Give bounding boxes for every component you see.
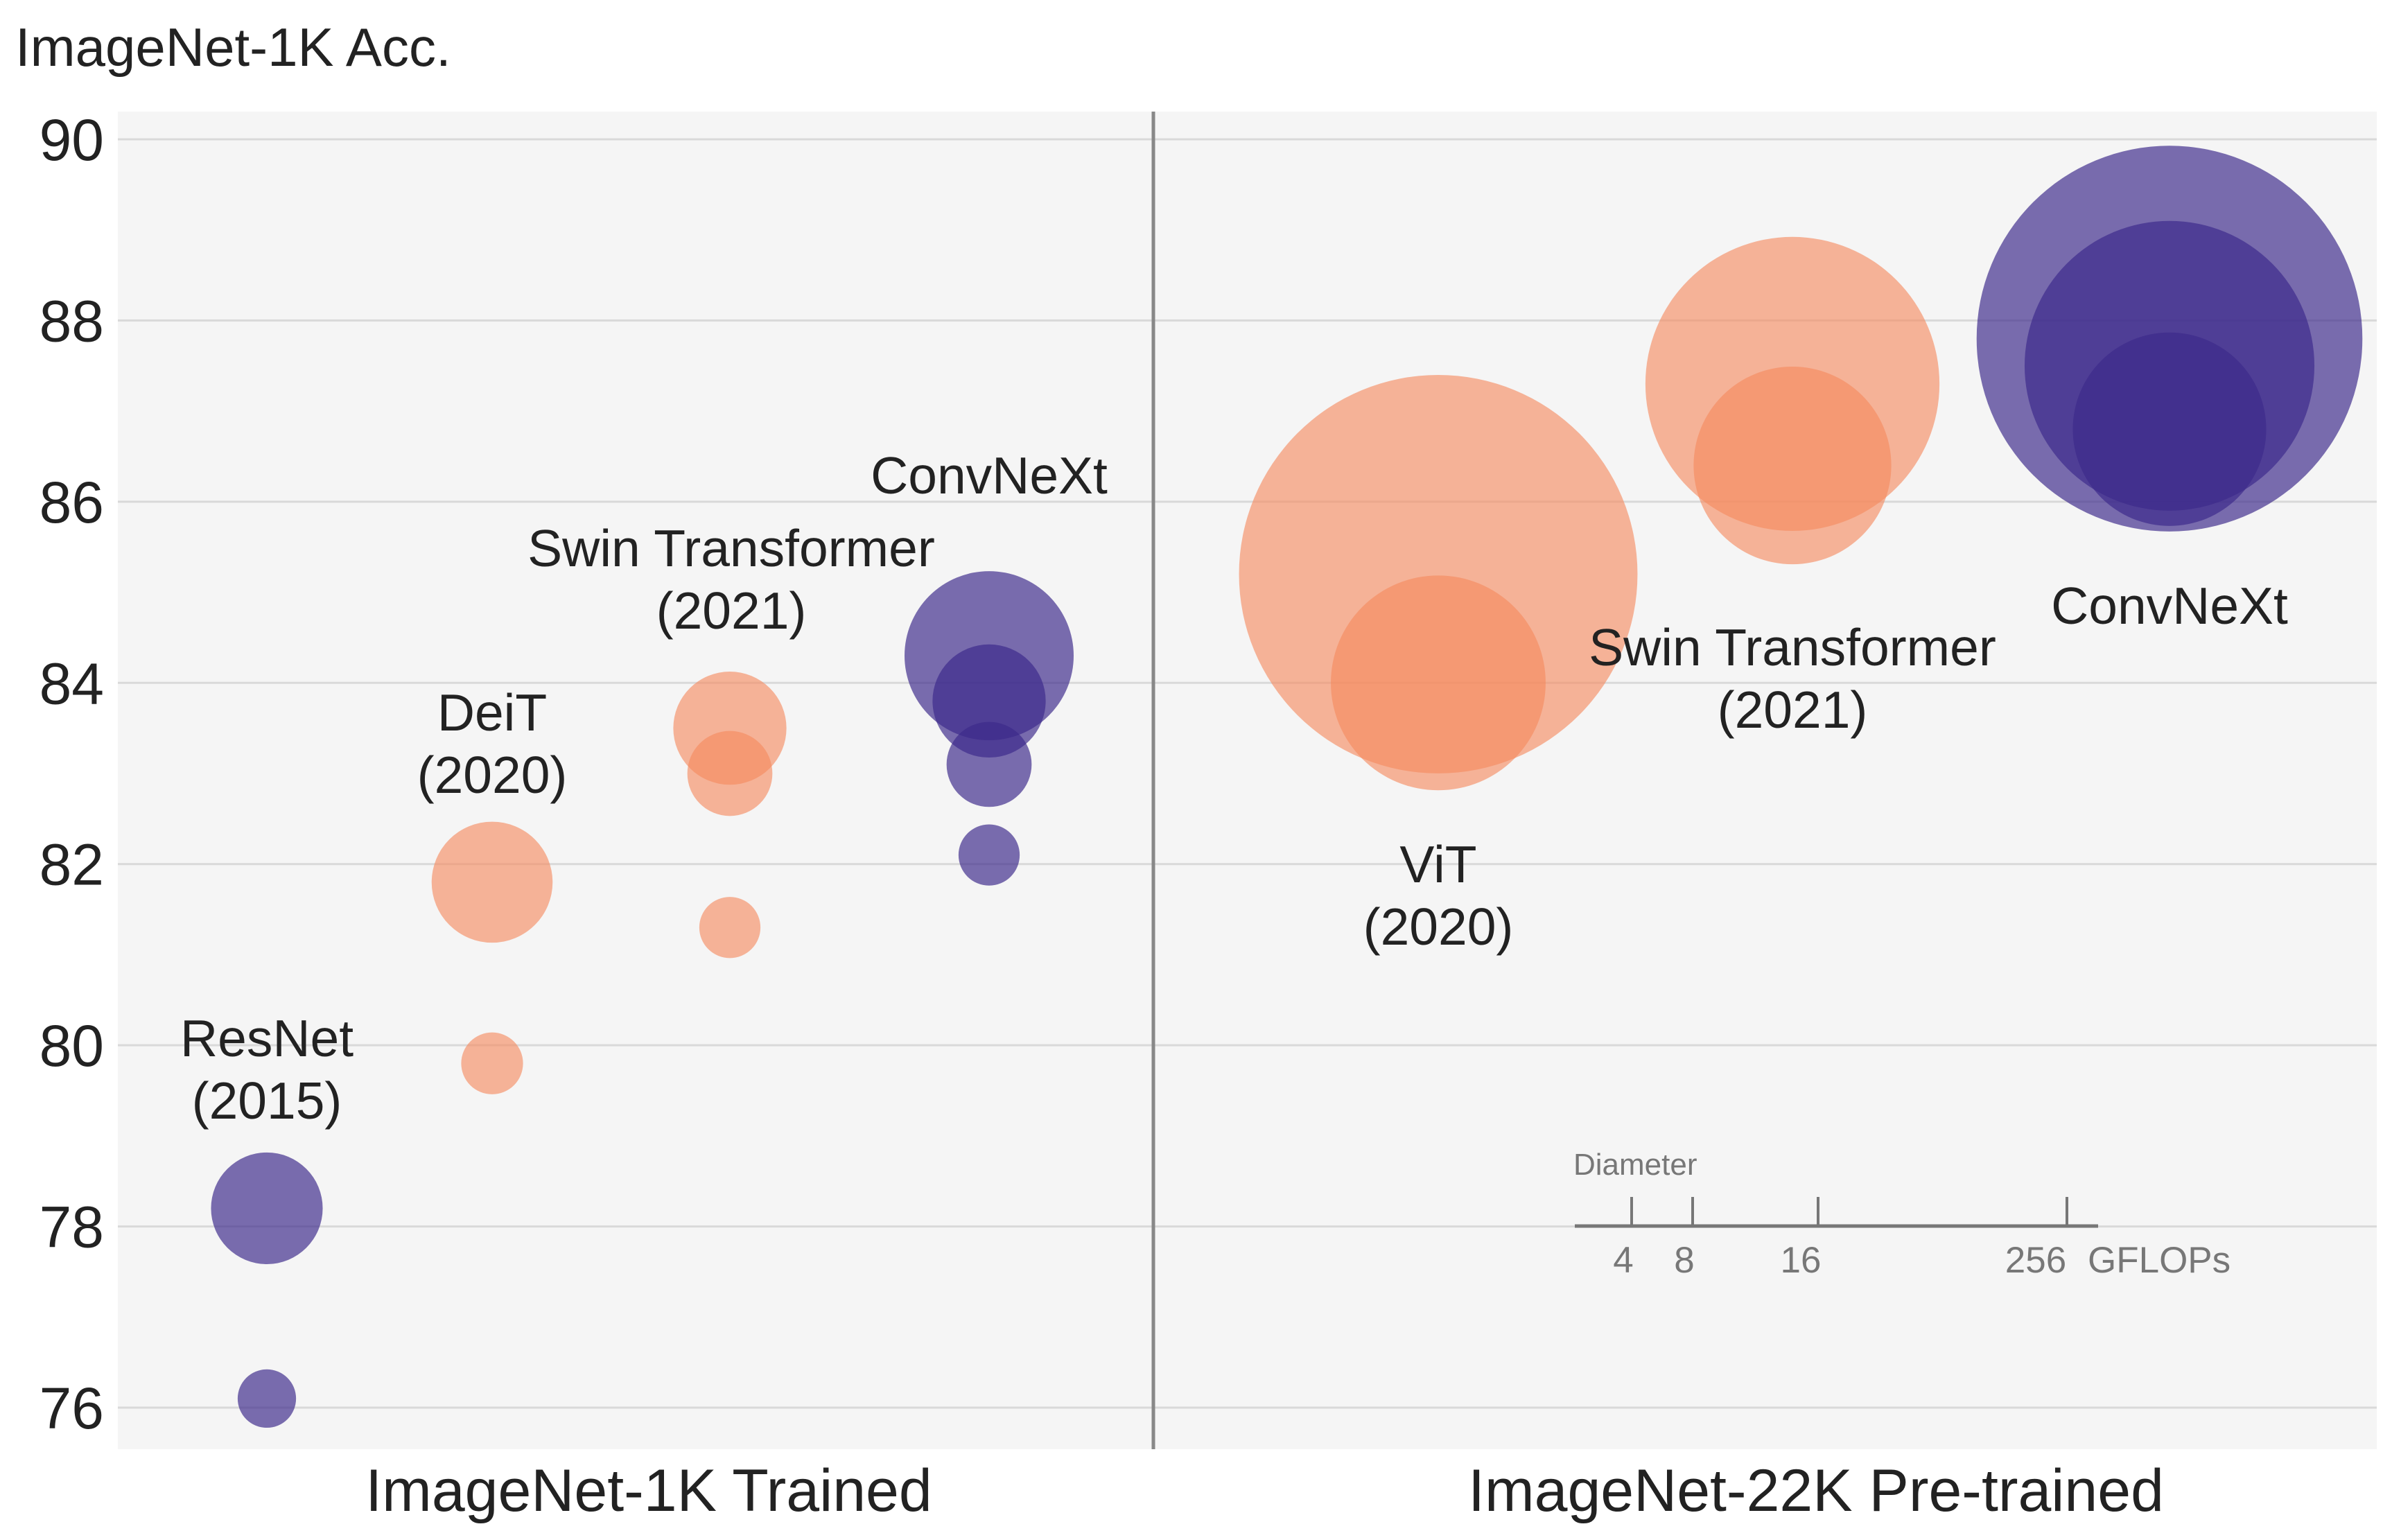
y-tick-label: 76 xyxy=(40,1376,104,1441)
category-label-22k: ImageNet-22K Pre-trained xyxy=(1468,1458,2164,1524)
y-tick-label: 86 xyxy=(40,470,104,535)
y-tick-label: 82 xyxy=(40,832,104,898)
label-vit-year: (2020) xyxy=(1363,898,1514,956)
bubble-vit xyxy=(1331,575,1546,791)
label-convnext-22k: ConvNeXt xyxy=(2051,577,2288,635)
y-axis-ticks: 76 78 80 82 84 86 88 90 xyxy=(40,107,104,1441)
label-vit: ViT xyxy=(1399,835,1476,893)
bubble-convnext xyxy=(932,644,1046,758)
bubble-swin-transformer xyxy=(699,897,761,959)
y-tick-label: 80 xyxy=(40,1013,104,1078)
bubble-resnet xyxy=(237,1369,297,1428)
size-legend: Diameter 4 8 16 256 GFLOPs xyxy=(1573,1148,2231,1281)
y-tick-label: 84 xyxy=(40,651,104,716)
size-legend-label: 16 xyxy=(1781,1240,1822,1281)
category-label-1k: ImageNet-1K Trained xyxy=(365,1458,932,1524)
size-legend-title: Diameter xyxy=(1573,1148,1697,1182)
label-swin-1k: Swin Transformer xyxy=(527,519,935,577)
y-tick-label: 90 xyxy=(40,107,104,173)
label-deit: DeiT xyxy=(437,683,547,742)
bubble-swin-transformer xyxy=(1693,366,1892,565)
size-legend-unit: GFLOPs xyxy=(2088,1240,2231,1281)
size-legend-label: 256 xyxy=(2005,1240,2066,1281)
label-swin-22k-year: (2021) xyxy=(1718,681,1868,739)
chart-title: ImageNet-1K Acc. xyxy=(15,17,451,78)
label-swin-1k-year: (2021) xyxy=(656,581,807,640)
size-legend-label: 8 xyxy=(1674,1240,1694,1281)
bubble-convnext xyxy=(946,721,1032,807)
label-deit-year: (2020) xyxy=(417,746,568,804)
label-swin-22k: Swin Transformer xyxy=(1589,618,1996,676)
y-tick-label: 88 xyxy=(40,288,104,353)
bubble-convnext xyxy=(2072,332,2267,526)
bubble-deit xyxy=(461,1032,523,1094)
label-resnet-year: (2015) xyxy=(192,1071,342,1130)
bubble-swin-transformer xyxy=(687,730,773,816)
y-tick-label: 78 xyxy=(40,1195,104,1260)
bubble-deit xyxy=(431,821,553,943)
bubble-resnet xyxy=(211,1152,323,1264)
label-resnet: ResNet xyxy=(180,1009,353,1067)
size-legend-label: 4 xyxy=(1613,1240,1633,1281)
bubble-convnext xyxy=(958,824,1020,886)
label-convnext-1k: ConvNeXt xyxy=(871,446,1108,505)
bubbles xyxy=(211,146,2363,1428)
